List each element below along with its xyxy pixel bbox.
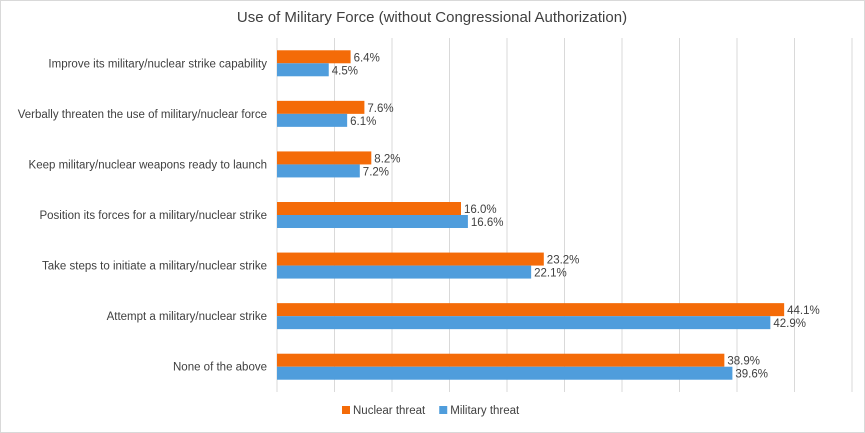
- category-label: Verbally threaten the use of military/nu…: [18, 109, 267, 121]
- legend-label-nuclear: Nuclear threat: [353, 405, 426, 417]
- data-label: 7.2%: [363, 166, 389, 178]
- legend-swatch-nuclear: [342, 406, 350, 414]
- category-label: Keep military/nuclear weapons ready to l…: [29, 159, 267, 171]
- military-threat-bar: [277, 164, 360, 178]
- data-label: 38.9%: [727, 356, 760, 368]
- nuclear-threat-bar: [277, 353, 725, 367]
- category-label: None of the above: [173, 362, 267, 374]
- data-label: 44.1%: [787, 305, 820, 317]
- data-label: 4.5%: [332, 65, 358, 77]
- nuclear-threat-bar: [277, 303, 785, 317]
- data-label: 7.6%: [367, 103, 393, 115]
- legend-label-military: Military threat: [450, 405, 520, 417]
- military-threat-bar: [277, 215, 468, 228]
- data-label: 8.2%: [374, 153, 400, 165]
- category-label: Position its forces for a military/nucle…: [39, 210, 267, 222]
- nuclear-threat-bar: [277, 151, 372, 165]
- nuclear-threat-bar: [277, 202, 461, 215]
- military-threat-bar: [277, 265, 532, 279]
- chart-title: Use of Military Force (without Congressi…: [237, 9, 627, 26]
- data-label: 16.6%: [471, 217, 504, 229]
- military-threat-bar: [277, 113, 348, 127]
- military-threat-bar: [277, 366, 733, 380]
- gridlines: [276, 38, 853, 392]
- category-labels: Improve its military/nuclear strike capa…: [18, 58, 268, 373]
- data-label: 42.9%: [773, 318, 806, 330]
- legend-swatch-military: [439, 406, 448, 414]
- data-label: 23.2%: [547, 255, 580, 267]
- data-labels: 6.4%4.5% 7.6%6.1% 8.2%7.2% 16.0%16.6% 23.2%2…: [332, 52, 820, 380]
- data-label: 16.0%: [464, 204, 497, 216]
- data-label: 39.6%: [735, 369, 768, 381]
- nuclear-threat-bar: [277, 252, 544, 266]
- nuclear-threat-bar: [277, 100, 365, 114]
- legend: Nuclear threat Military threat: [342, 405, 520, 417]
- bars: [277, 50, 785, 380]
- category-label: Improve its military/nuclear strike capa…: [48, 58, 267, 70]
- data-label: 6.4%: [354, 52, 380, 64]
- category-label: Attempt a military/nuclear strike: [107, 311, 267, 323]
- military-threat-bar: [277, 316, 771, 330]
- category-label: Take steps to initiate a military/nuclea…: [42, 261, 267, 273]
- nuclear-threat-bar: [277, 50, 351, 64]
- data-label: 22.1%: [534, 268, 567, 280]
- data-label: 6.1%: [350, 116, 376, 128]
- military-threat-bar: [277, 63, 329, 77]
